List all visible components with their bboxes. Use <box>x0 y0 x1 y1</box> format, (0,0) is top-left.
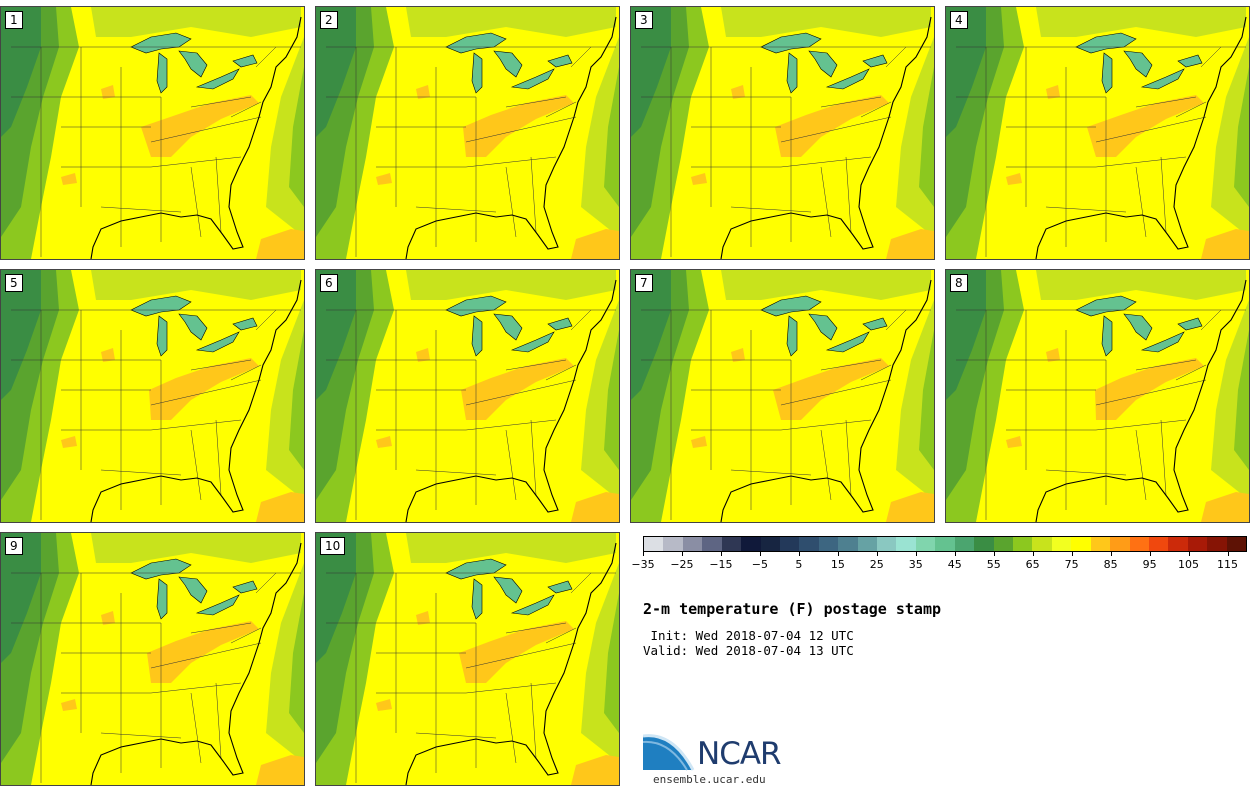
colorbar-tick-label: 45 <box>947 558 962 571</box>
panel-number-label: 7 <box>635 274 653 292</box>
colorbar-tick-label: 15 <box>830 558 845 571</box>
colorbar-segment <box>1187 537 1208 551</box>
colorbar-tick-label: −5 <box>751 558 768 571</box>
colorbar-segment <box>1207 537 1227 551</box>
colorbar-tick <box>798 552 800 556</box>
colorbar-segment <box>1226 537 1247 551</box>
colorbar-tick-label: 5 <box>795 558 803 571</box>
colorbar-segment <box>702 537 722 551</box>
panel-number-label: 4 <box>950 11 968 29</box>
colorbar-tick-label: 65 <box>1025 558 1040 571</box>
colorbar-segment <box>682 537 703 551</box>
colorbar-segment <box>721 537 742 551</box>
ncar-logo-icon <box>643 734 695 771</box>
panel-number-label: 2 <box>320 11 338 29</box>
colorbar-segment <box>935 537 955 551</box>
map-panel: 1 <box>0 6 305 260</box>
ncar-logo-text: NCAR <box>697 736 782 772</box>
colorbar-tick <box>1188 552 1190 556</box>
colorbar-segment <box>1148 537 1169 551</box>
colorbar-tick <box>720 552 722 556</box>
colorbar-segment <box>760 537 780 551</box>
colorbar-segment <box>799 537 819 551</box>
init-time: Init: Wed 2018-07-04 12 UTC <box>643 628 854 643</box>
colorbar-tick <box>681 552 683 556</box>
colorbar-tick-label: −35 <box>631 558 655 571</box>
colorbar-segment <box>896 537 916 551</box>
colorbar-segment <box>1013 537 1033 551</box>
colorbar-segment <box>741 537 761 551</box>
colorbar-tick <box>837 552 839 556</box>
colorbar-tick-label: 115 <box>1217 558 1239 571</box>
colorbar-tick <box>993 552 995 556</box>
colorbar-segment <box>818 537 839 551</box>
map-panel: 7 <box>630 269 935 523</box>
colorbar-tick-label: 35 <box>908 558 923 571</box>
colorbar-tick <box>1227 552 1229 556</box>
map-panel: 10 <box>315 532 620 786</box>
valid-time: Valid: Wed 2018-07-04 13 UTC <box>643 643 854 658</box>
colorbar-segment <box>838 537 858 551</box>
map-panel: 3 <box>630 6 935 260</box>
colorbar-segment <box>644 537 664 551</box>
map-panel: 6 <box>315 269 620 523</box>
panel-number-label: 1 <box>5 11 23 29</box>
map-panel: 2 <box>315 6 620 260</box>
colorbar-segment <box>1129 537 1149 551</box>
colorbar-segment <box>1071 537 1091 551</box>
colorbar-tick-label: 25 <box>869 558 884 571</box>
map-panel: 5 <box>0 269 305 523</box>
logo-url: ensemble.ucar.edu <box>653 773 766 786</box>
colorbar-tick <box>954 552 956 556</box>
colorbar-ticks: −35 −25 −15 −5 5 15 25 35 45 55 65 75 85 95 105 115 <box>631 552 1247 572</box>
colorbar-segment <box>1032 537 1052 551</box>
colorbar-tick <box>1032 552 1034 556</box>
colorbar-segment <box>857 537 878 551</box>
map-panel: 9 <box>0 532 305 786</box>
panel-number-label: 6 <box>320 274 338 292</box>
panel-number-label: 8 <box>950 274 968 292</box>
colorbar-tick-label: 75 <box>1064 558 1079 571</box>
panel-number-label: 10 <box>320 537 346 555</box>
colorbar-segment <box>1168 537 1188 551</box>
panel-number-label: 5 <box>5 274 23 292</box>
colorbar-segment <box>974 537 994 551</box>
map-panel: 4 <box>945 6 1250 260</box>
chart-title: 2-m temperature (F) postage stamp <box>643 600 942 618</box>
colorbar-segment <box>779 537 800 551</box>
colorbar-segment <box>663 537 683 551</box>
colorbar-segment <box>877 537 897 551</box>
colorbar-tick <box>915 552 917 556</box>
colorbar-segment <box>1090 537 1111 551</box>
panel-number-label: 9 <box>5 537 23 555</box>
colorbar-segment <box>915 537 936 551</box>
colorbar-segment <box>1051 537 1072 551</box>
colorbar-segment <box>954 537 975 551</box>
colorbar-tick-label: 55 <box>986 558 1001 571</box>
colorbar-segment <box>1110 537 1130 551</box>
colorbar-tick-label: 85 <box>1103 558 1118 571</box>
colorbar-tick <box>1071 552 1073 556</box>
colorbar-tick-label: 105 <box>1178 558 1200 571</box>
colorbar-tick <box>1149 552 1151 556</box>
colorbar-tick-label: −15 <box>709 558 733 571</box>
colorbar-tick <box>643 552 644 556</box>
colorbar-segment <box>993 537 1014 551</box>
panel-number-label: 3 <box>635 11 653 29</box>
colorbar-tick <box>1110 552 1112 556</box>
colorbar-tick <box>876 552 878 556</box>
temperature-colorbar <box>643 536 1247 552</box>
colorbar-tick-label: −25 <box>670 558 694 571</box>
colorbar-tick <box>759 552 761 556</box>
colorbar-tick-label: 95 <box>1142 558 1157 571</box>
map-panel: 8 <box>945 269 1250 523</box>
